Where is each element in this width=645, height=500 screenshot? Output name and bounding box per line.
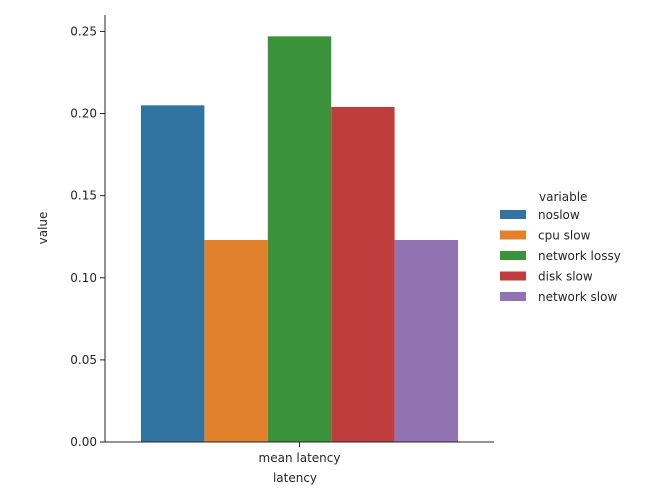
- bar-network-slow: [394, 240, 458, 442]
- y-axis: 0.00 0.05 0.10 0.15 0.20 0.25: [70, 15, 106, 449]
- legend-label-disk-slow: disk slow: [538, 270, 593, 284]
- x-axis: mean latency: [105, 441, 494, 465]
- legend-label-network-lossy: network lossy: [538, 249, 621, 263]
- legend: variable noslow cpu slow network lossy disk…: [500, 190, 621, 304]
- y-tick-label: 0.15: [70, 189, 97, 203]
- legend-label-network-slow: network slow: [538, 290, 617, 304]
- legend-swatch-cpu-slow: [500, 230, 526, 240]
- legend-label-noslow: noslow: [538, 208, 580, 222]
- plot-area: [141, 36, 458, 442]
- legend-label-cpu-slow: cpu slow: [538, 229, 591, 243]
- y-tick-label: 0.10: [70, 271, 97, 285]
- y-axis-label: value: [36, 212, 50, 245]
- legend-title: variable: [539, 190, 587, 204]
- legend-swatch-network-lossy: [500, 251, 526, 260]
- y-tick-label: 0.20: [70, 107, 97, 121]
- legend-swatch-network-slow: [500, 292, 526, 301]
- x-axis-label: latency: [273, 471, 317, 485]
- y-tick-label: 0.00: [70, 435, 97, 449]
- y-tick-label: 0.25: [70, 24, 97, 38]
- legend-swatch-noslow: [500, 210, 526, 219]
- legend-swatch-disk-slow: [500, 271, 526, 281]
- bar-noslow: [141, 105, 205, 442]
- bar-disk-slow: [331, 106, 395, 442]
- x-tick-label: mean latency: [259, 451, 341, 465]
- bar-network-lossy: [267, 36, 332, 442]
- y-tick-label: 0.05: [70, 353, 97, 367]
- bar-cpu-slow: [204, 240, 268, 442]
